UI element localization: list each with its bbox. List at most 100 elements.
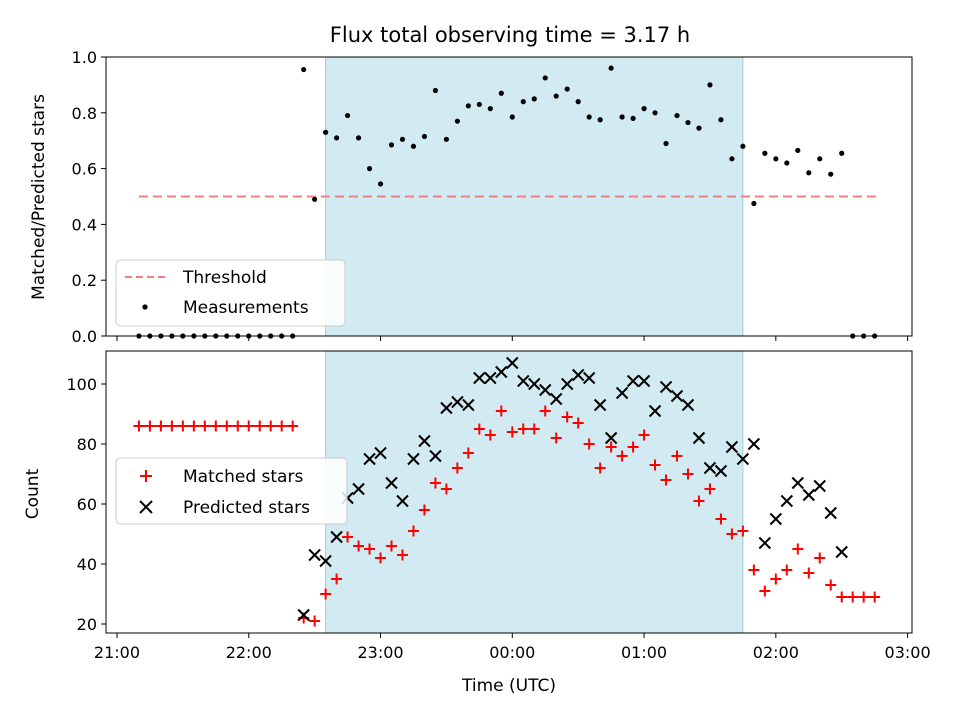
matched-star-point <box>869 591 881 603</box>
predicted-star-point <box>484 371 497 385</box>
matched-star-point <box>177 420 189 432</box>
predicted-star-point <box>604 431 618 445</box>
measurement-point <box>652 110 658 116</box>
matched-star-point <box>353 540 365 552</box>
bottom-plot-content <box>133 356 881 627</box>
matched-star-point <box>506 426 518 438</box>
measurement-point <box>608 65 614 71</box>
top-plot-frame <box>105 56 913 337</box>
matched-star-point <box>583 438 595 450</box>
measurement-point <box>685 119 691 126</box>
matched-star-point <box>407 525 419 537</box>
bottom-y-tick-label: 60 <box>77 495 97 514</box>
matched-star-point <box>265 420 277 432</box>
measurement-point <box>641 106 647 112</box>
top-y-tick-label: 0.8 <box>72 104 97 123</box>
x-tick-label: 22:00 <box>226 643 272 662</box>
predicted-star-point <box>571 368 585 382</box>
matched-star-point <box>814 552 826 564</box>
predicted-star-point <box>659 380 673 394</box>
bottom-y-tick-label: 80 <box>77 435 97 454</box>
measurement-point <box>388 142 395 148</box>
predicted-star-point <box>725 440 739 454</box>
top-y-tick-label: 0.6 <box>72 160 97 179</box>
predicted-star-point <box>319 554 332 568</box>
measurement-point <box>553 93 559 99</box>
measurement-point <box>740 143 746 149</box>
matched-star-point <box>704 483 716 495</box>
matched-star-point <box>759 585 771 597</box>
predicted-star-point <box>703 461 717 475</box>
measurement-point <box>564 86 570 92</box>
measurement-point <box>410 143 417 149</box>
matched-star-point <box>517 423 529 435</box>
measurement-point <box>498 90 504 96</box>
predicted-star-point <box>736 452 750 466</box>
matched-star-point <box>210 420 222 432</box>
x-tick-label: 02:00 <box>753 643 799 662</box>
matched-star-point <box>660 474 672 486</box>
predicted-star-point <box>462 398 475 412</box>
matched-star-point <box>627 441 639 453</box>
predicted-star-point <box>418 434 431 448</box>
measurement-point <box>443 136 450 142</box>
matched-star-point <box>199 420 211 432</box>
bottom-x-axis: 21:00 22:00 23:00 00:00 01:00 02:00 03:00 <box>94 633 931 662</box>
matched-star-point <box>364 543 376 555</box>
matched-star-point <box>539 405 551 417</box>
chart-title: Flux total observing time = 3.17 h <box>330 23 690 47</box>
matched-star-point <box>737 525 749 537</box>
measurement-point <box>476 101 482 108</box>
measurement-point <box>586 114 592 120</box>
measurement-point <box>575 99 581 105</box>
matched-star-point <box>276 420 288 432</box>
matched-star-point <box>484 429 496 441</box>
matched-star-point <box>144 420 156 432</box>
predicted-star-point <box>582 371 596 385</box>
measurement-point <box>542 75 548 81</box>
x-tick-label: 23:00 <box>357 643 403 662</box>
measurement-point <box>619 114 625 120</box>
matched-star-point <box>858 591 870 603</box>
predicted-star-point <box>308 548 321 562</box>
matched-star-point <box>440 483 452 495</box>
measurements-legend-swatch <box>142 304 148 310</box>
predicted-star-point <box>363 452 376 466</box>
top-legend-label-threshold: Threshold <box>182 268 267 288</box>
measurement-point <box>509 114 515 120</box>
measurement-point <box>751 200 757 207</box>
matched-star-point <box>473 423 485 435</box>
measurement-point <box>630 115 636 121</box>
predicted-star-point <box>835 545 848 559</box>
x-tick-label: 03:00 <box>885 643 931 662</box>
measurement-point <box>366 166 373 172</box>
x-tick-label: 00:00 <box>489 643 535 662</box>
measurement-point <box>432 87 439 94</box>
bottom-y-tick-label: 100 <box>66 375 97 394</box>
matched-star-point <box>309 615 321 627</box>
bottom-legend-label-predicted: Predicted stars <box>183 498 310 518</box>
measurement-point <box>312 196 318 202</box>
predicted-star-point <box>769 512 783 526</box>
measurement-point <box>377 181 384 187</box>
measurement-point <box>795 147 801 154</box>
top-x-axis <box>116 336 909 341</box>
matched-star-point <box>462 447 474 459</box>
measurement-point <box>531 96 537 102</box>
matched-star-point <box>320 588 332 600</box>
matched-star-point <box>550 432 562 444</box>
matched-star-point <box>594 462 606 474</box>
matched-star-point <box>693 495 705 507</box>
bottom-legend-label-matched: Matched stars <box>183 467 303 487</box>
predicted-star-point <box>648 404 662 418</box>
bottom-y-axis: 20 40 60 80 100 <box>66 375 106 634</box>
predicted-star-point <box>506 356 519 370</box>
matched-star-point <box>396 549 408 561</box>
predicted-star-point <box>539 383 552 397</box>
measurement-point <box>399 136 406 142</box>
matched-star-point <box>671 450 683 462</box>
predicted-star-point <box>670 389 684 403</box>
bottom-legend: Matched stars Predicted stars <box>115 457 348 525</box>
matched-star-point <box>605 441 617 453</box>
